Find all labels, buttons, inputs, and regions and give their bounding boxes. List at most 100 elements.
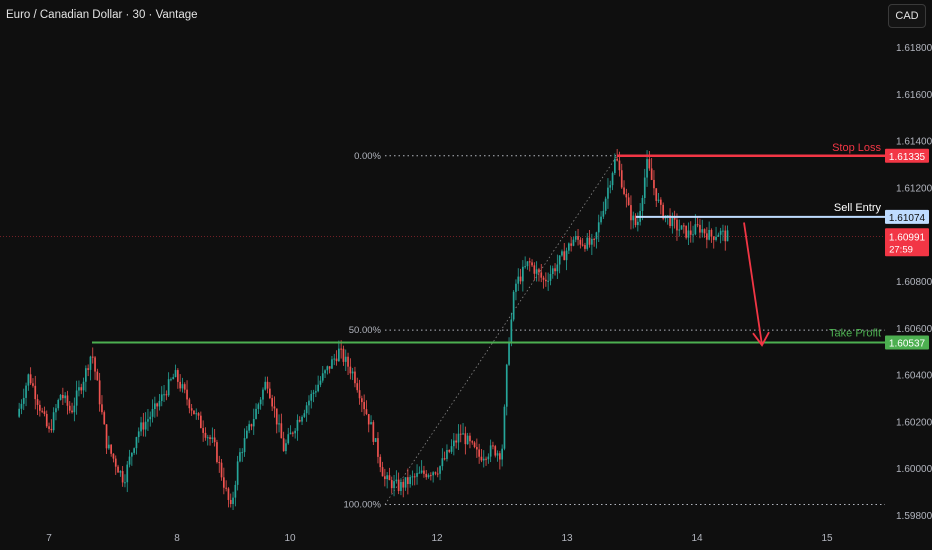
candle-body [321,373,324,381]
candle-body [22,397,25,404]
candle-body [722,230,724,232]
candle-body [340,348,342,350]
candle-body [620,170,623,188]
candle-body [614,158,616,174]
chart-title: Euro / Canadian Dollar · 30 · Vantage [6,9,198,21]
candle-body [726,230,729,242]
candle-body [625,194,628,198]
candle-body [655,188,658,201]
candle-body [177,370,179,382]
candle-body [41,410,43,412]
candle-body [395,479,398,482]
candle-body [388,475,391,481]
candle-body [73,405,76,413]
candle-body [266,381,269,389]
candle-body [275,408,278,425]
candle-body [676,219,678,231]
candle-body [218,462,221,464]
candle-body [282,438,285,452]
candle-body [462,433,464,435]
candle-body [370,422,372,425]
candle-body [400,481,402,491]
candle-body [508,341,510,365]
candle-body [540,272,543,278]
candle-body [193,410,195,415]
candle-body [413,476,416,478]
candle-body [174,370,177,378]
y-tick-label: 1.60200 [896,417,932,428]
candle-body [418,472,421,474]
candle-body [114,458,117,467]
candle-body [501,448,503,460]
candle-body [524,266,526,268]
candle-body [570,243,572,246]
candle-body [393,481,395,489]
candle-body [82,381,85,391]
candle-body [526,261,529,267]
candle-body [59,394,62,400]
candle-body [685,225,687,238]
candle-body [204,432,207,438]
candle-body [252,418,255,427]
candle-body [62,394,64,399]
stop-loss-price-tag-bg [885,148,929,163]
candle-body [163,394,165,396]
candle-body [687,230,690,238]
candle-body [577,236,579,240]
candle-body [298,419,301,422]
candle-body [273,406,276,409]
candle-body [434,472,437,474]
candle-body [547,280,549,282]
candle-body [142,422,145,430]
candle-body [287,434,290,444]
candle-body [18,408,20,417]
candle-body [71,410,73,413]
candle-body [331,359,333,369]
candle-body [432,472,434,476]
candle-body [648,159,651,169]
candle-body [186,389,188,400]
candle-body [641,197,644,211]
candle-body [172,377,175,380]
candle-body [457,433,460,443]
candle-body [361,398,363,403]
candle-body [551,268,554,275]
candle-body [459,433,462,435]
candle-body [223,477,225,488]
candle-body [485,458,487,460]
y-tick-label: 1.61200 [896,183,932,194]
candle-body [66,395,69,406]
currency-button[interactable]: CAD [888,4,926,28]
candle-body [673,216,676,220]
fib-trend-line [384,155,618,505]
candle-body [117,466,119,473]
candle-body [211,437,214,439]
candle-body [294,430,296,434]
candle-body [48,426,50,429]
y-tick-label: 1.61400 [896,137,932,148]
fib-level-label: 50.00% [349,325,382,336]
candle-body [680,225,683,230]
candle-body [315,391,317,393]
candle-body [478,449,480,457]
candle-body [446,450,448,459]
candle-body [354,371,356,384]
candle-body [517,276,520,284]
candle-body [243,438,246,453]
candle-body [627,197,630,206]
candle-body [386,475,388,480]
candle-body [101,404,103,413]
candle-body [262,389,264,400]
candle-body [706,233,708,240]
candle-body [248,424,250,431]
candle-body [296,419,299,431]
candle-body [643,177,646,198]
candle-body [694,224,697,235]
candle-body [308,400,310,406]
candle-body [510,319,513,342]
candle-body [499,453,501,460]
candle-body [91,356,94,358]
candle-body [710,229,713,237]
candle-body [588,237,591,245]
